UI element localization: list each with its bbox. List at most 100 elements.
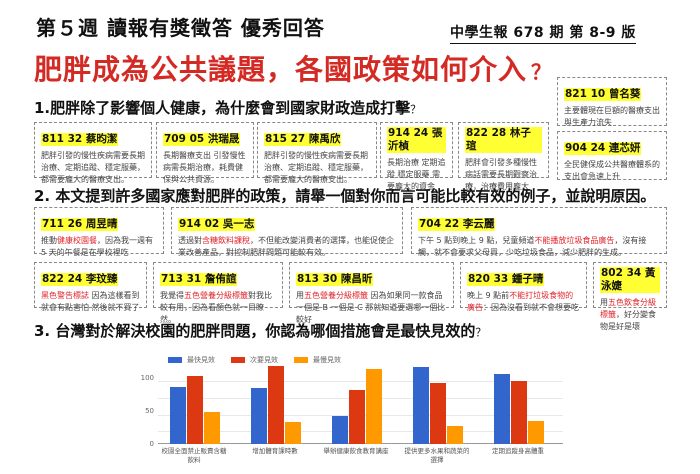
answer-text: 肥胖引發的慢性疾病需要長期治療、定期追蹤、穩定服藥，都需要龐大的醫療支出。: [41, 151, 145, 184]
answer-text: 全民健保成公共醫療體系的支出會急速上升: [564, 160, 660, 181]
answer-card: 822 28 林子瑄 肥胖會引發多種慢性病話需要長期觀察治療，治療費用龐大: [458, 122, 549, 191]
main-title: 肥胖成為公共議題，各國政策如何介入？: [34, 48, 552, 88]
answer-card: 914 02 吳一志 透過對含糖飲料課稅，不但能改變消費者的選擇，也能促使企業改…: [171, 207, 403, 257]
question-3: 3. 台灣對於解決校園的肥胖問題，你認為哪個措施會是最快見效的？: [34, 320, 486, 341]
bar-group: [494, 373, 544, 444]
answer-post: ，沒有接觸，就不會要求父母買，少吃垃圾食品，減少肥胖的生成。: [418, 236, 647, 257]
answer-card: 822 24 李玟臻 黑色警告標誌 因為這樣看到就會有點害怕 然後就不買了: [34, 262, 147, 312]
y-tick: 0: [149, 440, 154, 448]
answer-text: 肥胖引發的慢性疾病需要長期治療、定期追蹤、穩定服藥，都需要龐大的醫療支出。: [264, 151, 368, 184]
student-name: 914 24 張沂楨: [387, 127, 446, 153]
answer-card: 711 26 周昱晴 推動健康校園餐，因為我一週有 5 天的午餐是在學校裡吃: [34, 207, 164, 257]
x-tick-label: 校園全面禁止販賣含糖 飲料: [161, 447, 227, 464]
answer-card: 713 31 詹侑諠 我覺得五色營養分級標籤對我比較有用，因為看顏色就一目瞭然。: [153, 262, 283, 324]
answer-text: 推動健康校園餐，因為我一週有 5 天的午餐是在學校裡吃: [41, 235, 157, 259]
answer-post: 因為如果同一款食品一個是 B 一個是 C 那就知道要選哪一個比較好: [296, 291, 446, 324]
answer-post: ，不但能改變消費者的選擇，也能促使企業改善產品，對控制肥胖問題可能較有效。: [178, 236, 394, 257]
student-name: 914 02 吳一志: [178, 218, 256, 231]
bar: [511, 380, 527, 444]
student-name: 815 27 陳禹欣: [264, 133, 342, 146]
bar: [285, 421, 301, 444]
legend-swatch: [168, 357, 182, 363]
student-name: 821 10 曾名葵: [564, 88, 642, 101]
x-tick-label: 提供更多水果和蔬菜的 選擇: [404, 447, 470, 464]
answer-card: 813 30 陳昌昕 用五色營養分級標籤 因為如果同一款食品一個是 B 一個是 …: [289, 262, 454, 324]
answer-pre: 推動: [41, 236, 57, 245]
week-title: 第５週 讀報有獎徵答 優秀回答: [36, 16, 325, 40]
bar-group: [332, 368, 382, 444]
x-tick-label: 增加體育課時數: [252, 447, 298, 455]
answer-card: 802 34 黃泳婕 用五色飲食分級標籤，好分變食物是好是壞: [593, 262, 667, 331]
answer-card: 914 24 張沂楨 長期治療 定期追蹤 穩定服藥 需要龐大的資金: [380, 122, 453, 191]
chart-legend: 最快見效 次要見效 最慢見效: [168, 355, 341, 365]
answer-pre: 下午 5 點到晚上 9 點，兒童頻道: [418, 236, 535, 245]
answer-text: 肥胖會引發多種慢性病話需要長期觀察治療，治療費用龐大: [465, 158, 537, 191]
x-tick-label: 定期追蹤身高體重: [492, 447, 544, 455]
legend-item: 最慢見效: [294, 355, 341, 365]
question-mark-icon: ？: [531, 60, 553, 84]
answer-post: ，好分變食物是好是壞: [600, 310, 656, 331]
bar: [494, 373, 510, 444]
student-name: 822 28 林子瑄: [465, 127, 542, 153]
bar: [349, 390, 365, 444]
student-name: 822 24 李玟臻: [41, 273, 119, 286]
question-2: 2. 本文提到許多國家應對肥胖的政策，請舉一個對你而言可能比較有效的例子，並說明…: [34, 187, 656, 205]
bar: [430, 382, 446, 444]
bar: [170, 386, 186, 444]
answer-text: 透過對含糖飲料課稅，不但能改變消費者的選擇，也能促使企業改善產品，對控制肥胖問題…: [178, 235, 396, 259]
question-mark-icon: ？: [410, 103, 422, 116]
answer-card: 820 33 鍾子晴 晚上 9 點前不能打垃圾食物的廣告：因為沒看到就不會想要吃: [460, 262, 587, 312]
bar: [447, 425, 463, 444]
bar: [268, 365, 284, 444]
answer-post: 對我比較有用，因為看顏色就一目瞭然。: [160, 291, 272, 324]
answer-pre: 用: [600, 298, 608, 307]
bar: [413, 366, 429, 444]
answer-text: 黑色警告標誌 因為這樣看到就會有點害怕 然後就不買了: [41, 290, 140, 314]
question-1: 1.肥胖除了影響個人健康，為什麼會到國家財政造成打擊？: [34, 97, 421, 118]
y-tick: 50: [145, 407, 154, 415]
main-title-text: 肥胖成為公共議題，各國政策如何介入: [34, 53, 528, 86]
bar: [251, 388, 267, 444]
bar-group: [413, 366, 463, 444]
bar: [332, 416, 348, 444]
answer-text: 晚上 9 點前不能打垃圾食物的廣告：因為沒看到就不會想要吃: [467, 290, 580, 314]
x-tick-label: 舉辦健康飲食教育講座: [323, 447, 389, 455]
student-name: 811 32 蔡昀潔: [41, 133, 119, 146]
answer-text: 用五色飲食分級標籤，好分變食物是好是壞: [600, 297, 660, 333]
answer-text: 下午 5 點到晚上 9 點，兒童頻道不能播放垃圾食品廣告，沒有接觸，就不會要求父…: [418, 235, 660, 259]
bar: [366, 368, 382, 444]
answer-card: 709 05 洪瑞晟 長期醫療支出 引發慢性病需長期治療，耗費健保與公共資源。: [156, 122, 254, 184]
survey-bar-chart: 最快見效 次要見效 最慢見效 0 50 100 校園全面禁止販賣含糖 飲料 增加體育…: [140, 355, 570, 474]
answer-card: 821 10 曾名葵 主要體現在巨額的醫療支出與生產力流失: [557, 77, 667, 127]
student-name: 709 05 洪瑞晟: [163, 133, 241, 146]
legend-swatch: [231, 357, 245, 363]
answer-highlight: 黑色警告標誌: [41, 291, 89, 300]
answer-post: ，因為我一週有 5 天的午餐是在學校裡吃: [41, 236, 153, 257]
student-name: 820 33 鍾子晴: [467, 273, 545, 286]
bar: [187, 376, 203, 444]
answer-card: 815 27 陳禹欣 肥胖引發的慢性疾病需要長期治療、定期追蹤、穩定服藥，都需要…: [257, 122, 377, 184]
chart-plot-area: 0 50 100 校園全面禁止販賣含糖 飲料 增加體育課時數 舉辦健康飲食教育講座 提供…: [141, 365, 563, 464]
question-1-text: 1.肥胖除了影響個人健康，為什麼會到國家財政造成打擊: [34, 99, 411, 117]
answer-text: 主要體現在巨額的醫療支出與生產力流失: [564, 106, 660, 127]
answer-highlight: 五色飲食分級標籤: [600, 298, 656, 319]
bar-group: [170, 376, 220, 444]
answer-highlight: 健康校園餐: [57, 236, 97, 245]
answer-highlight: 含糖飲料課稅: [202, 236, 250, 245]
answer-pre: 晚上 9 點前: [467, 291, 510, 300]
y-tick: 100: [140, 374, 154, 382]
bar: [528, 420, 544, 444]
gridline: [158, 381, 563, 382]
answer-card: 904 24 連芯妍 全民健保成公共醫療體系的支出會急速上升: [557, 131, 667, 181]
answer-card: 811 32 蔡昀潔 肥胖引發的慢性疾病需要長期治療、定期追蹤、穩定服藥，都需要…: [34, 122, 152, 184]
answer-highlight: 不能打垃圾食物的廣告: [467, 291, 574, 312]
legend-swatch: [294, 357, 308, 363]
question-mark-icon: ？: [475, 326, 487, 339]
bar-group: [251, 365, 301, 444]
legend-label: 最快見效: [187, 356, 215, 364]
answer-post: ：因為沒看到就不會想要吃: [483, 303, 579, 312]
answer-highlight: 五色營養分級標籤: [184, 291, 248, 300]
legend-item: 次要見效: [231, 355, 278, 365]
answer-text: 長期醫療支出 引發慢性病需長期治療，耗費健保與公共資源。: [163, 151, 246, 184]
student-name: 711 26 周昱晴: [41, 218, 119, 231]
